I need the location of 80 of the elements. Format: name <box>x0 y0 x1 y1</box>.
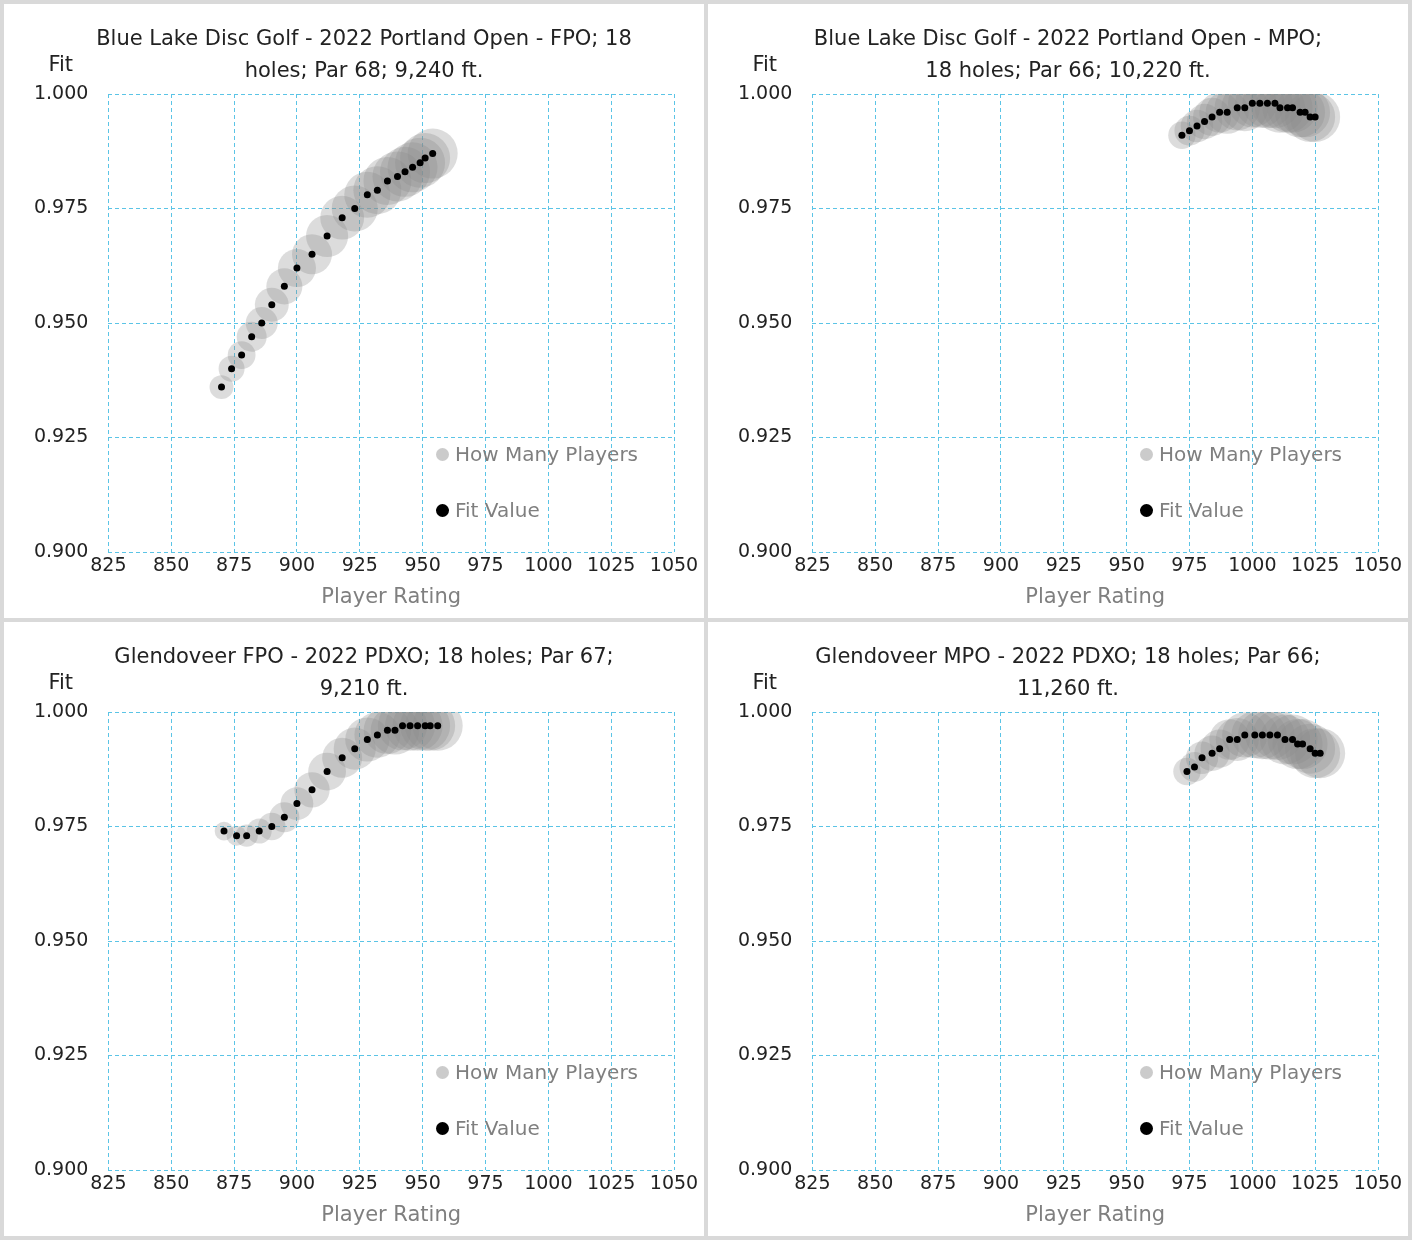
y-tick-label: 1.000 <box>737 698 793 721</box>
y-tick-label: 0.925 <box>737 424 793 447</box>
x-tick-label: 975 <box>1171 1171 1208 1194</box>
x-axis-title: Player Rating <box>321 1201 462 1226</box>
y-tick-label: 0.975 <box>33 813 89 836</box>
y-tick-label: 0.900 <box>737 538 793 561</box>
y-tick-label: 0.950 <box>737 309 793 332</box>
x-tick-label: 975 <box>1171 553 1208 576</box>
x-tick-label: 950 <box>1108 553 1145 576</box>
y-axis-title: Fit <box>752 670 778 694</box>
x-tick-label: 1025 <box>586 553 636 576</box>
x-tick-label: 1025 <box>586 1171 636 1194</box>
x-tick-label: 875 <box>215 553 253 576</box>
x-tick-label: 900 <box>982 553 1020 576</box>
chart-title: Blue Lake Disc Golf - 2022 Portland Open - FPO; 18 holes; Par 68; 9,240 ft. <box>95 25 633 84</box>
x-tick-label: 875 <box>919 553 957 576</box>
x-tick-label: 850 <box>153 553 190 576</box>
x-tick-label: 1025 <box>1290 553 1340 576</box>
x-tick-label: 825 <box>794 553 831 576</box>
x-tick-label: 1000 <box>1228 553 1277 576</box>
legend-label: How Many Players <box>455 442 639 466</box>
x-tick-label: 1025 <box>1290 1171 1340 1194</box>
x-axis-title: Player Rating <box>1025 583 1166 608</box>
x-tick-label: 1050 <box>649 553 699 576</box>
y-tick-label: 0.900 <box>737 1156 793 1179</box>
x-tick-label: 1050 <box>649 1171 699 1194</box>
chart-title: Glendoveer FPO - 2022 PDXO; 18 holes; Par 67; 9,210 ft. <box>113 643 615 702</box>
x-tick-label: 950 <box>1108 1171 1145 1194</box>
y-axis-title: Fit <box>48 52 74 76</box>
x-tick-label: 875 <box>919 1171 957 1194</box>
x-tick-label: 950 <box>404 1171 441 1194</box>
x-tick-label: 975 <box>467 553 504 576</box>
y-tick-label: 0.950 <box>33 309 89 332</box>
legend-label: How Many Players <box>1159 1060 1343 1084</box>
y-tick-label: 0.925 <box>33 424 89 447</box>
x-tick-label: 900 <box>278 1171 316 1194</box>
y-tick-label: 0.950 <box>33 927 89 950</box>
chart-title: Glendoveer MPO - 2022 PDXO; 18 holes; Par 66; 11,260 ft. <box>814 643 1322 702</box>
legend-label: Fit Value <box>455 498 540 522</box>
x-tick-label: 925 <box>341 1171 378 1194</box>
legend-label: Fit Value <box>455 1116 540 1140</box>
x-tick-label: 825 <box>794 1171 831 1194</box>
legend-label: Fit Value <box>1159 498 1244 522</box>
x-tick-label: 850 <box>857 553 894 576</box>
y-tick-label: 0.975 <box>737 195 793 218</box>
x-tick-label: 900 <box>278 553 316 576</box>
x-tick-label: 950 <box>404 553 441 576</box>
y-tick-label: 0.950 <box>737 927 793 950</box>
x-tick-label: 1000 <box>1228 1171 1277 1194</box>
x-tick-label: 825 <box>90 553 127 576</box>
x-tick-label: 925 <box>1045 1171 1082 1194</box>
y-tick-label: 0.975 <box>33 195 89 218</box>
legend-label: How Many Players <box>455 1060 639 1084</box>
y-tick-label: 1.000 <box>33 80 89 103</box>
y-axis-title: Fit <box>48 670 74 694</box>
x-tick-label: 925 <box>341 553 378 576</box>
x-tick-label: 1000 <box>524 553 573 576</box>
y-tick-label: 1.000 <box>33 698 89 721</box>
x-tick-label: 1050 <box>1353 553 1403 576</box>
x-tick-label: 850 <box>153 1171 190 1194</box>
x-tick-label: 850 <box>857 1171 894 1194</box>
x-tick-label: 900 <box>982 1171 1020 1194</box>
x-axis-title: Player Rating <box>1025 1201 1166 1226</box>
y-tick-label: 1.000 <box>737 80 793 103</box>
legend-label: How Many Players <box>1159 442 1343 466</box>
y-tick-label: 0.925 <box>33 1042 89 1065</box>
x-tick-label: 1000 <box>524 1171 573 1194</box>
chart-title: Blue Lake Disc Golf - 2022 Portland Open - MPO; 18 holes; Par 66; 10,220 ft. <box>812 25 1324 84</box>
y-tick-label: 0.975 <box>737 813 793 836</box>
y-axis-title: Fit <box>752 52 778 76</box>
y-tick-label: 0.900 <box>33 1156 89 1179</box>
y-tick-label: 0.900 <box>33 538 89 561</box>
x-tick-label: 975 <box>467 1171 504 1194</box>
x-tick-label: 925 <box>1045 553 1082 576</box>
y-tick-label: 0.925 <box>737 1042 793 1065</box>
x-axis-title: Player Rating <box>321 583 462 608</box>
x-tick-label: 875 <box>215 1171 253 1194</box>
x-tick-label: 1050 <box>1353 1171 1403 1194</box>
legend-label: Fit Value <box>1159 1116 1244 1140</box>
x-tick-label: 825 <box>90 1171 127 1194</box>
